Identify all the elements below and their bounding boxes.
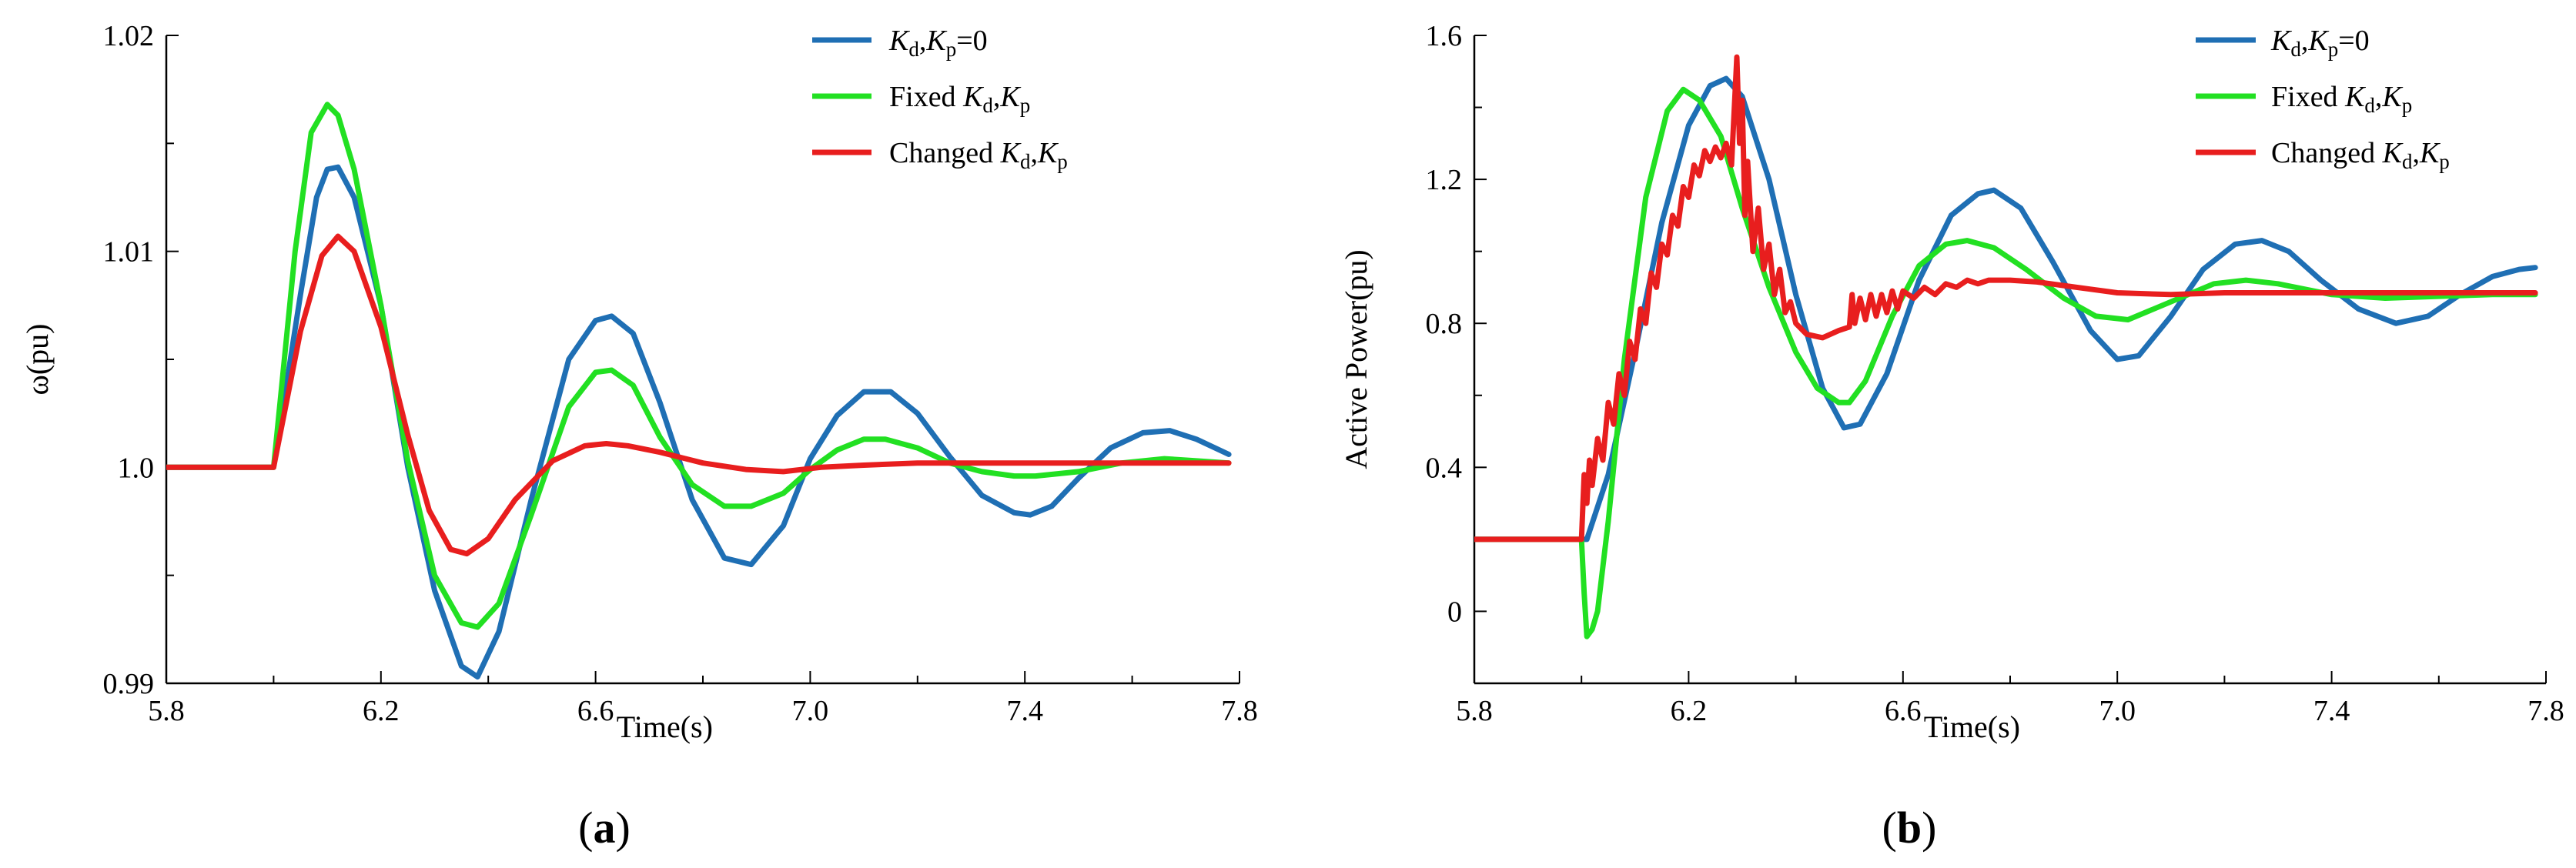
x-axis-title: Time(s) <box>617 709 713 744</box>
x-tick-label: 6.6 <box>1885 695 1922 727</box>
panel-a: 5.8 6.2 6.6 7.0 7.4 7.8 0.99 1.0 1.01 1.02 Time(s)… <box>20 20 1258 853</box>
series-line-3 <box>166 233 1232 557</box>
series-line-2 <box>166 102 1232 630</box>
x-tick-label: 7.8 <box>1221 695 1258 727</box>
legend-label-3: Changed Kd,Kp <box>2271 137 2450 173</box>
y-axis-title: Active Power(pu) <box>1339 249 1373 469</box>
x-tick-label: 7.4 <box>2313 695 2350 727</box>
legend-label-2: Fixed Kd,Kp <box>889 81 1030 117</box>
x-tick-label: 7.8 <box>2527 695 2564 727</box>
y-tick-label: 1.0 <box>118 452 155 484</box>
legend-label-3: Changed Kd,Kp <box>889 137 1068 173</box>
series-line-1 <box>166 164 1232 680</box>
x-tick-label: 7.0 <box>2099 695 2136 727</box>
x-tick-label: 5.8 <box>148 695 185 727</box>
y-tick-label: 1.02 <box>103 20 155 52</box>
x-tick-label: 6.6 <box>577 695 614 727</box>
legend-label-2: Fixed Kd,Kp <box>2271 81 2412 117</box>
series-line-2 <box>1474 86 2538 639</box>
panel-label: (a) <box>578 803 631 853</box>
x-tick-label: 5.8 <box>1456 695 1493 727</box>
y-tick-label: 0 <box>1447 596 1462 628</box>
y-tick-label: 0.4 <box>1426 452 1463 484</box>
y-tick-label: 0.99 <box>103 668 155 700</box>
y-tick-label: 1.01 <box>103 236 155 269</box>
y-tick-label: 1.6 <box>1426 20 1463 52</box>
panel-b: 5.8 6.2 6.6 7.0 7.4 7.8 0 0.4 0.8 1.2 1.6 Time(s) Ac… <box>1339 20 2564 853</box>
panel-label: (b) <box>1882 803 1937 853</box>
legend-label-1: Kd,Kp=0 <box>888 25 988 61</box>
y-axis-title: ω(pu) <box>20 324 55 396</box>
x-tick-label: 6.2 <box>363 695 400 727</box>
series-line-1 <box>1474 75 2538 542</box>
x-tick-label: 7.0 <box>792 695 829 727</box>
legend-label-1: Kd,Kp=0 <box>2270 25 2370 61</box>
x-axis-title: Time(s) <box>1924 709 2020 744</box>
series-line-3 <box>1474 54 2538 542</box>
x-tick-label: 7.4 <box>1006 695 1043 727</box>
x-tick-label: 6.2 <box>1671 695 1708 727</box>
y-tick-label: 1.2 <box>1426 164 1463 196</box>
y-tick-label: 0.8 <box>1426 308 1463 340</box>
